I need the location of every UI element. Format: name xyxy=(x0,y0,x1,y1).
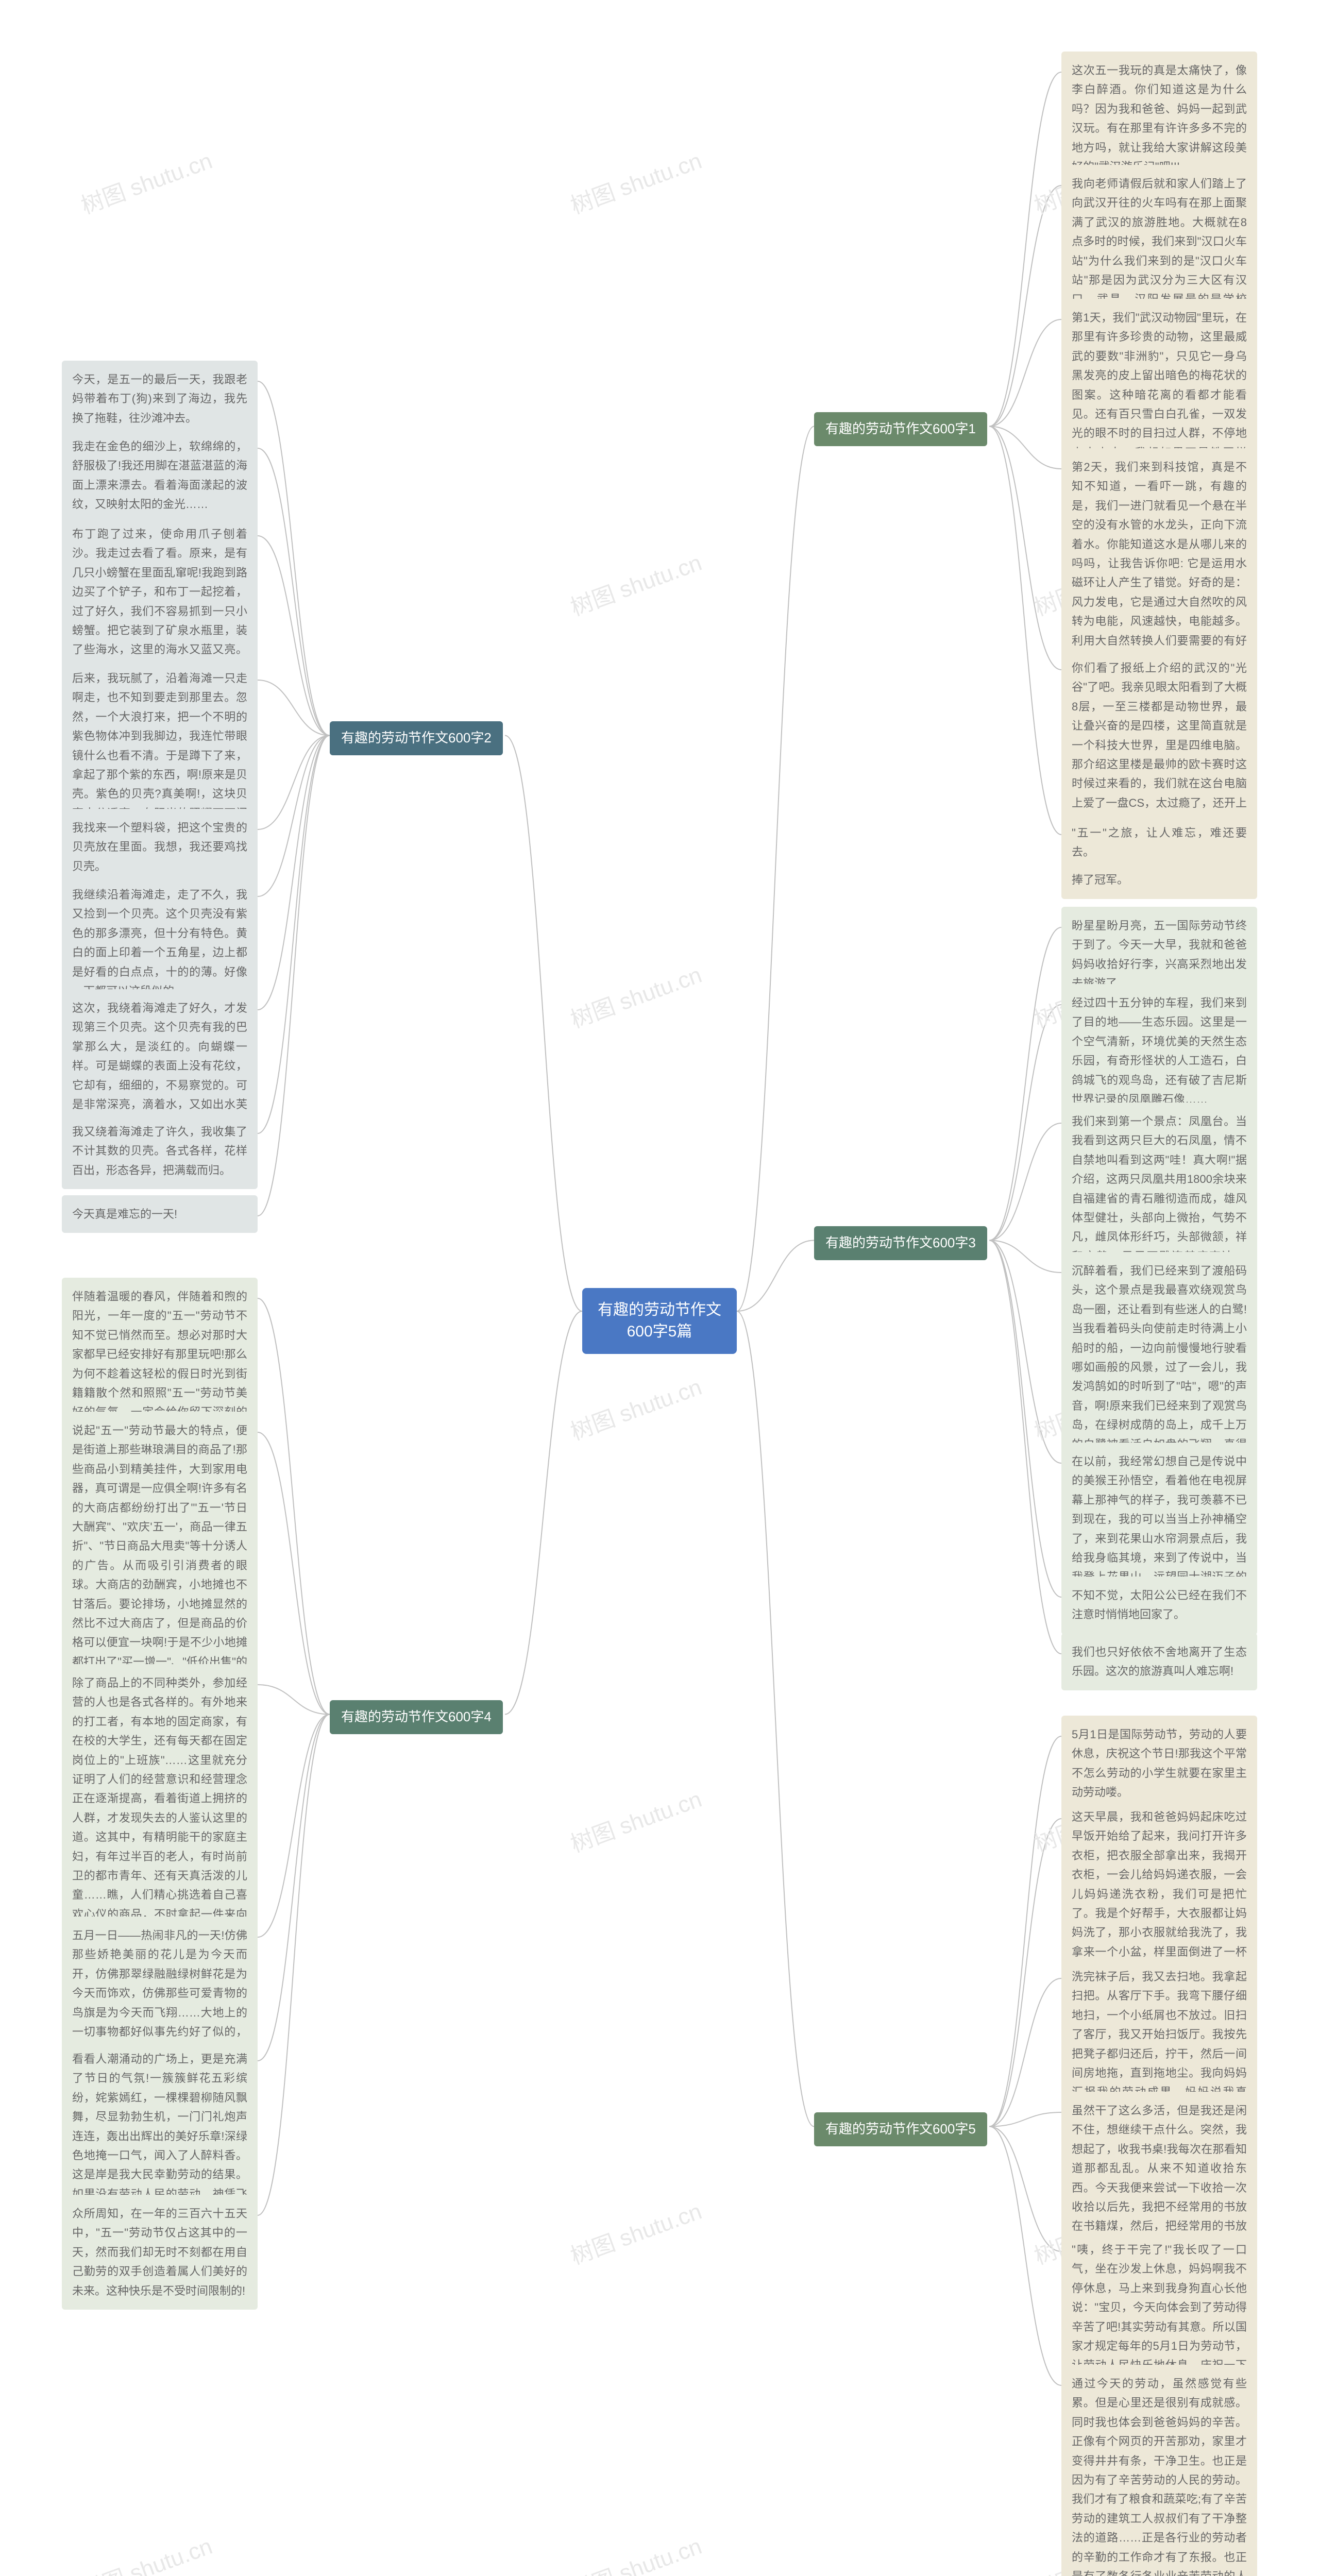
branch-node: 有趣的劳动节作文600字3 xyxy=(814,1226,987,1260)
leaf-node: 通过今天的劳动，虽然感觉有些累。但是心里还是很别有成就感。同时我也体会到爸爸妈妈… xyxy=(1061,2365,1257,2576)
watermark: 树图 shutu.cn xyxy=(565,2528,705,2576)
branch-node: 有趣的劳动节作文600字5 xyxy=(814,2112,987,2146)
watermark: 树图 shutu.cn xyxy=(76,2528,216,2576)
watermark: 树图 shutu.cn xyxy=(565,956,705,1034)
leaf-node: 不知不觉，太阳公公已经在我们不注意时悄悄地回家了。 xyxy=(1061,1577,1257,1634)
leaf-node: 经过四十五分钟的车程，我们来到了目的地——生态乐园。这里是一个空气清新，环境优美… xyxy=(1061,984,1257,1118)
watermark: 树图 shutu.cn xyxy=(565,1781,705,1858)
leaf-node: 我们也只好依依不舍地离开了生态乐园。这次的旅游真叫人难忘啊! xyxy=(1061,1633,1257,1690)
leaf-node: 5月1日是国际劳动节，劳动的人要休息，庆祝这个节日!那我这个平常不怎么劳动的小学… xyxy=(1061,1716,1257,1811)
leaf-node: 我找来一个塑料袋，把这个宝贵的贝壳放在里面。我想，我还要鸡找贝壳。 xyxy=(62,809,258,885)
watermark: 树图 shutu.cn xyxy=(565,1368,705,1446)
leaf-node: 我又绕着海滩走了许久，我收集了不计其数的贝壳。各式各样，花样百出，形态各异，把满… xyxy=(62,1113,258,1189)
branch-node: 有趣的劳动节作文600字2 xyxy=(330,721,503,755)
leaf-node: 众所周知，在一年的三百六十五天中，"五一"劳动节仅占这其中的一天，然而我们却无时… xyxy=(62,2195,258,2310)
watermark: 树图 shutu.cn xyxy=(565,2193,705,2270)
leaf-node: 今天，是五一的最后一天，我跟老妈带着布丁(狗)来到了海边，我先换了拖鞋，往沙滩冲… xyxy=(62,361,258,437)
leaf-node: 我走在金色的细沙上，软绵绵的，舒服极了!我还用脚在湛蓝湛蓝的海面上漂来漂去。看着… xyxy=(62,428,258,523)
branch-node: 有趣的劳动节作文600字1 xyxy=(814,412,987,446)
watermark: 树图 shutu.cn xyxy=(565,142,705,220)
center-node: 有趣的劳动节作文600字5篇 xyxy=(582,1288,737,1354)
branch-node: 有趣的劳动节作文600字4 xyxy=(330,1700,503,1734)
leaf-node: "五一"之旅，让人难忘，难还要去。 xyxy=(1061,814,1257,871)
leaf-node: 今天真是难忘的一天! xyxy=(62,1195,258,1233)
watermark: 树图 shutu.cn xyxy=(565,544,705,622)
watermark: 树图 shutu.cn xyxy=(76,142,216,220)
